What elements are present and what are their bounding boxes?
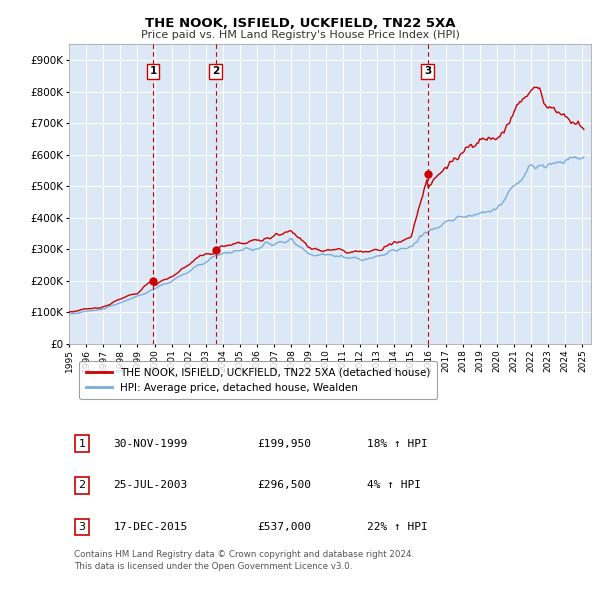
Text: 25-JUL-2003: 25-JUL-2003 (113, 480, 188, 490)
Text: Contains HM Land Registry data © Crown copyright and database right 2024.
This d: Contains HM Land Registry data © Crown c… (74, 550, 415, 571)
Text: 18% ↑ HPI: 18% ↑ HPI (367, 439, 427, 449)
Text: 1: 1 (79, 439, 86, 449)
Text: 3: 3 (424, 66, 431, 76)
Text: 2: 2 (79, 480, 86, 490)
Text: 4% ↑ HPI: 4% ↑ HPI (367, 480, 421, 490)
Text: THE NOOK, ISFIELD, UCKFIELD, TN22 5XA: THE NOOK, ISFIELD, UCKFIELD, TN22 5XA (145, 17, 455, 30)
Text: £537,000: £537,000 (257, 522, 311, 532)
Text: 17-DEC-2015: 17-DEC-2015 (113, 522, 188, 532)
Text: 30-NOV-1999: 30-NOV-1999 (113, 439, 188, 449)
Text: Price paid vs. HM Land Registry's House Price Index (HPI): Price paid vs. HM Land Registry's House … (140, 30, 460, 40)
Legend: THE NOOK, ISFIELD, UCKFIELD, TN22 5XA (detached house), HPI: Average price, deta: THE NOOK, ISFIELD, UCKFIELD, TN22 5XA (d… (79, 361, 437, 399)
Text: £296,500: £296,500 (257, 480, 311, 490)
Text: 2: 2 (212, 66, 219, 76)
Text: 1: 1 (149, 66, 157, 76)
Text: £199,950: £199,950 (257, 439, 311, 449)
Text: 22% ↑ HPI: 22% ↑ HPI (367, 522, 427, 532)
Text: 3: 3 (79, 522, 86, 532)
